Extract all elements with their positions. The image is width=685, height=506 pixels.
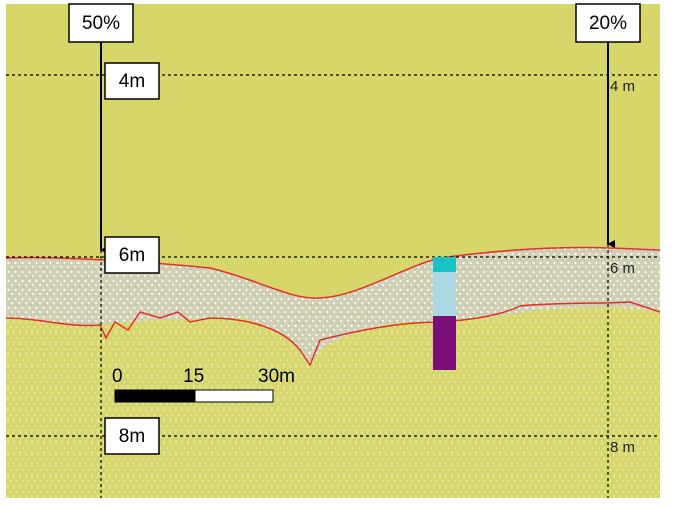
depth-label-right: 6 m <box>610 260 635 277</box>
label-box <box>575 3 641 43</box>
lower-boundary <box>5 301 661 367</box>
depth-label-right: 8 m <box>610 439 635 456</box>
label-box <box>104 417 160 455</box>
depth-label: 6m <box>119 245 145 266</box>
depth-label-right: 4 m <box>610 78 635 95</box>
depth-label: 4m <box>119 71 145 92</box>
scale-label: 0 <box>112 366 123 387</box>
label-box <box>68 3 134 43</box>
percent-label: 20% <box>589 13 627 34</box>
color-bar-segment <box>433 272 456 316</box>
label-box <box>104 62 160 100</box>
scale-label: 30m <box>258 366 295 387</box>
color-bar-segment <box>433 316 456 370</box>
label-box <box>104 236 160 274</box>
depth-label: 8m <box>119 426 145 447</box>
color-bar-segment <box>433 257 456 272</box>
percent-label: 50% <box>82 13 120 34</box>
scale-bar-white <box>194 389 274 403</box>
scale-bar-black <box>114 389 196 403</box>
water-column-band <box>6 247 660 365</box>
scale-label: 15 <box>183 366 204 387</box>
